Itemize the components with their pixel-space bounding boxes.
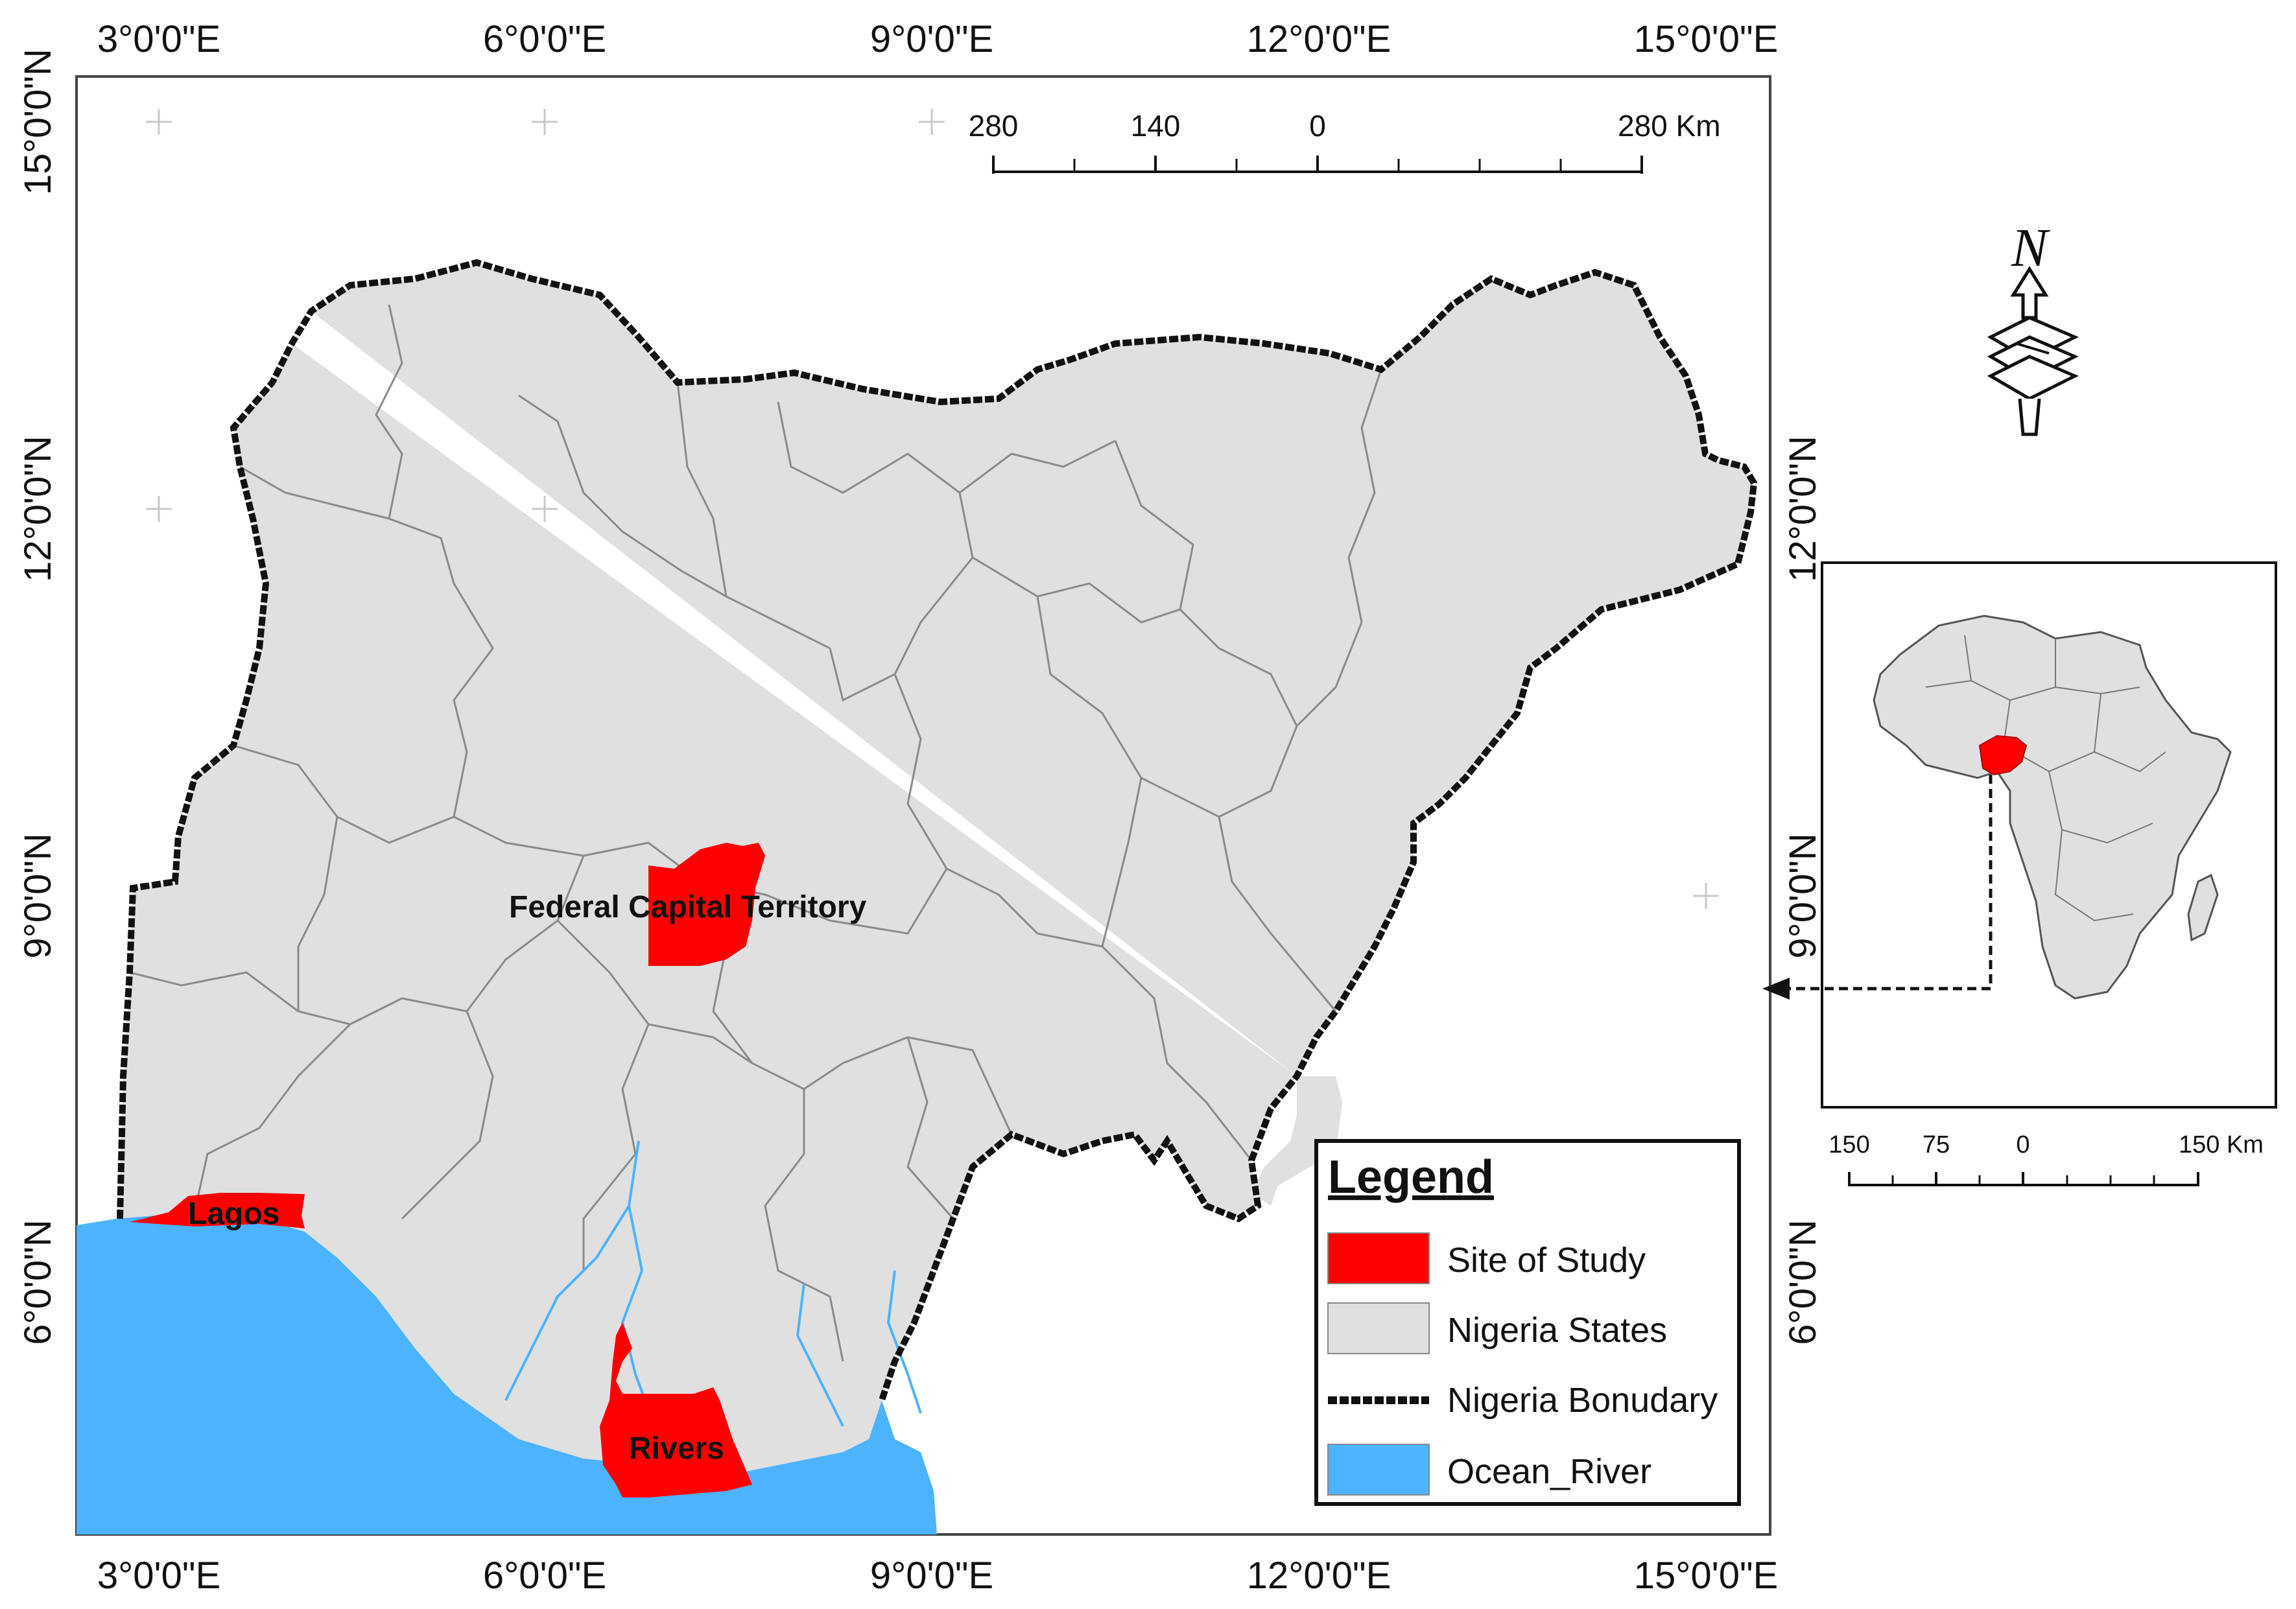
legend-item-label: Ocean_River — [1447, 1452, 1651, 1491]
legend: Legend Site of Study Nigeria States Nige… — [1314, 1139, 1741, 1506]
lon-label-bottom: 12°0'0"E — [1247, 1555, 1391, 1597]
label-fct: Federal Capital Territory — [509, 890, 867, 924]
lon-label-bottom: 3°0'0"E — [97, 1555, 220, 1597]
site-rivers — [600, 1322, 752, 1497]
nigeria-boundary-line — [117, 259, 1758, 1402]
legend-title: Legend — [1328, 1151, 1494, 1203]
north-arrow-icon: N — [1987, 218, 2079, 436]
site-lagos — [130, 1193, 305, 1228]
lon-label-top: 9°0'0"E — [870, 18, 993, 60]
left-latitude-labels: 15°0'0"N 12°0'0"N 9°0'0"N 6°0'0"N — [17, 49, 59, 1345]
lon-label-top: 6°0'0"E — [483, 18, 606, 60]
scale-label: 140 — [1131, 109, 1181, 143]
state-boundaries — [129, 304, 1382, 1362]
inset-scale-bar: 150 75 0 150 Km — [1829, 1131, 2264, 1186]
lon-label-top: 15°0'0"E — [1634, 18, 1779, 60]
legend-item-label: Nigeria States — [1447, 1311, 1667, 1350]
locator-arrowhead — [1762, 978, 1790, 1000]
lat-label-left: 6°0'0"N — [17, 1219, 59, 1345]
lat-label-left: 12°0'0"N — [17, 436, 59, 582]
inset-scale-label: 0 — [2016, 1131, 2030, 1158]
scale-label: 0 — [1309, 109, 1326, 143]
lat-label-right: 12°0'0"N — [1782, 436, 1824, 582]
legend-swatch-site — [1327, 1232, 1430, 1284]
nigeria-states-area — [117, 263, 1754, 1478]
legend-item-label: Site of Study — [1447, 1241, 1646, 1280]
inset-scale-label: 150 — [1829, 1131, 1869, 1158]
top-longitude-labels: 3°0'0"E 6°0'0"E 9°0'0"E 12°0'0"E 15°0'0"… — [97, 18, 1778, 60]
lat-label-left: 9°0'0"N — [17, 833, 59, 959]
locator-arrow-line — [1786, 775, 1993, 991]
lon-label-bottom: 15°0'0"E — [1634, 1555, 1779, 1597]
legend-swatch-states — [1327, 1302, 1430, 1354]
legend-frame — [1314, 1139, 1741, 1506]
legend-swatch-ocean — [1327, 1444, 1430, 1496]
legend-item-label: Nigeria Bonudary — [1447, 1381, 1718, 1420]
lon-label-top: 3°0'0"E — [97, 18, 220, 60]
lon-label-bottom: 9°0'0"E — [870, 1555, 993, 1597]
site-fct — [648, 843, 765, 966]
lat-label-right: 9°0'0"N — [1782, 833, 1824, 959]
inset-scale-label: 150 Km — [2179, 1131, 2264, 1158]
bottom-longitude-labels: 3°0'0"E 6°0'0"E 9°0'0"E 12°0'0"E 15°0'0"… — [97, 1555, 1778, 1597]
inset-scale-label: 75 — [1923, 1131, 1950, 1158]
ocean-area — [77, 1212, 937, 1534]
inset-nigeria-highlight — [1978, 734, 2028, 776]
africa-outline — [1873, 615, 2232, 1000]
madagascar-outline — [2187, 873, 2219, 942]
lon-label-top: 12°0'0"E — [1247, 18, 1391, 60]
scale-label: 280 — [969, 109, 1019, 143]
label-rivers: Rivers — [629, 1431, 724, 1466]
scale-label: 280 Km — [1618, 109, 1721, 143]
main-scale-bar: 280 140 0 280 Km — [969, 109, 1721, 174]
lon-label-bottom: 6°0'0"E — [483, 1555, 606, 1597]
lat-label-left: 15°0'0"N — [17, 49, 59, 195]
label-lagos: Lagos — [188, 1197, 279, 1231]
lat-label-right: 6°0'0"N — [1782, 1219, 1824, 1345]
right-latitude-labels: 12°0'0"N 9°0'0"N 6°0'0"N — [1782, 436, 1824, 1345]
